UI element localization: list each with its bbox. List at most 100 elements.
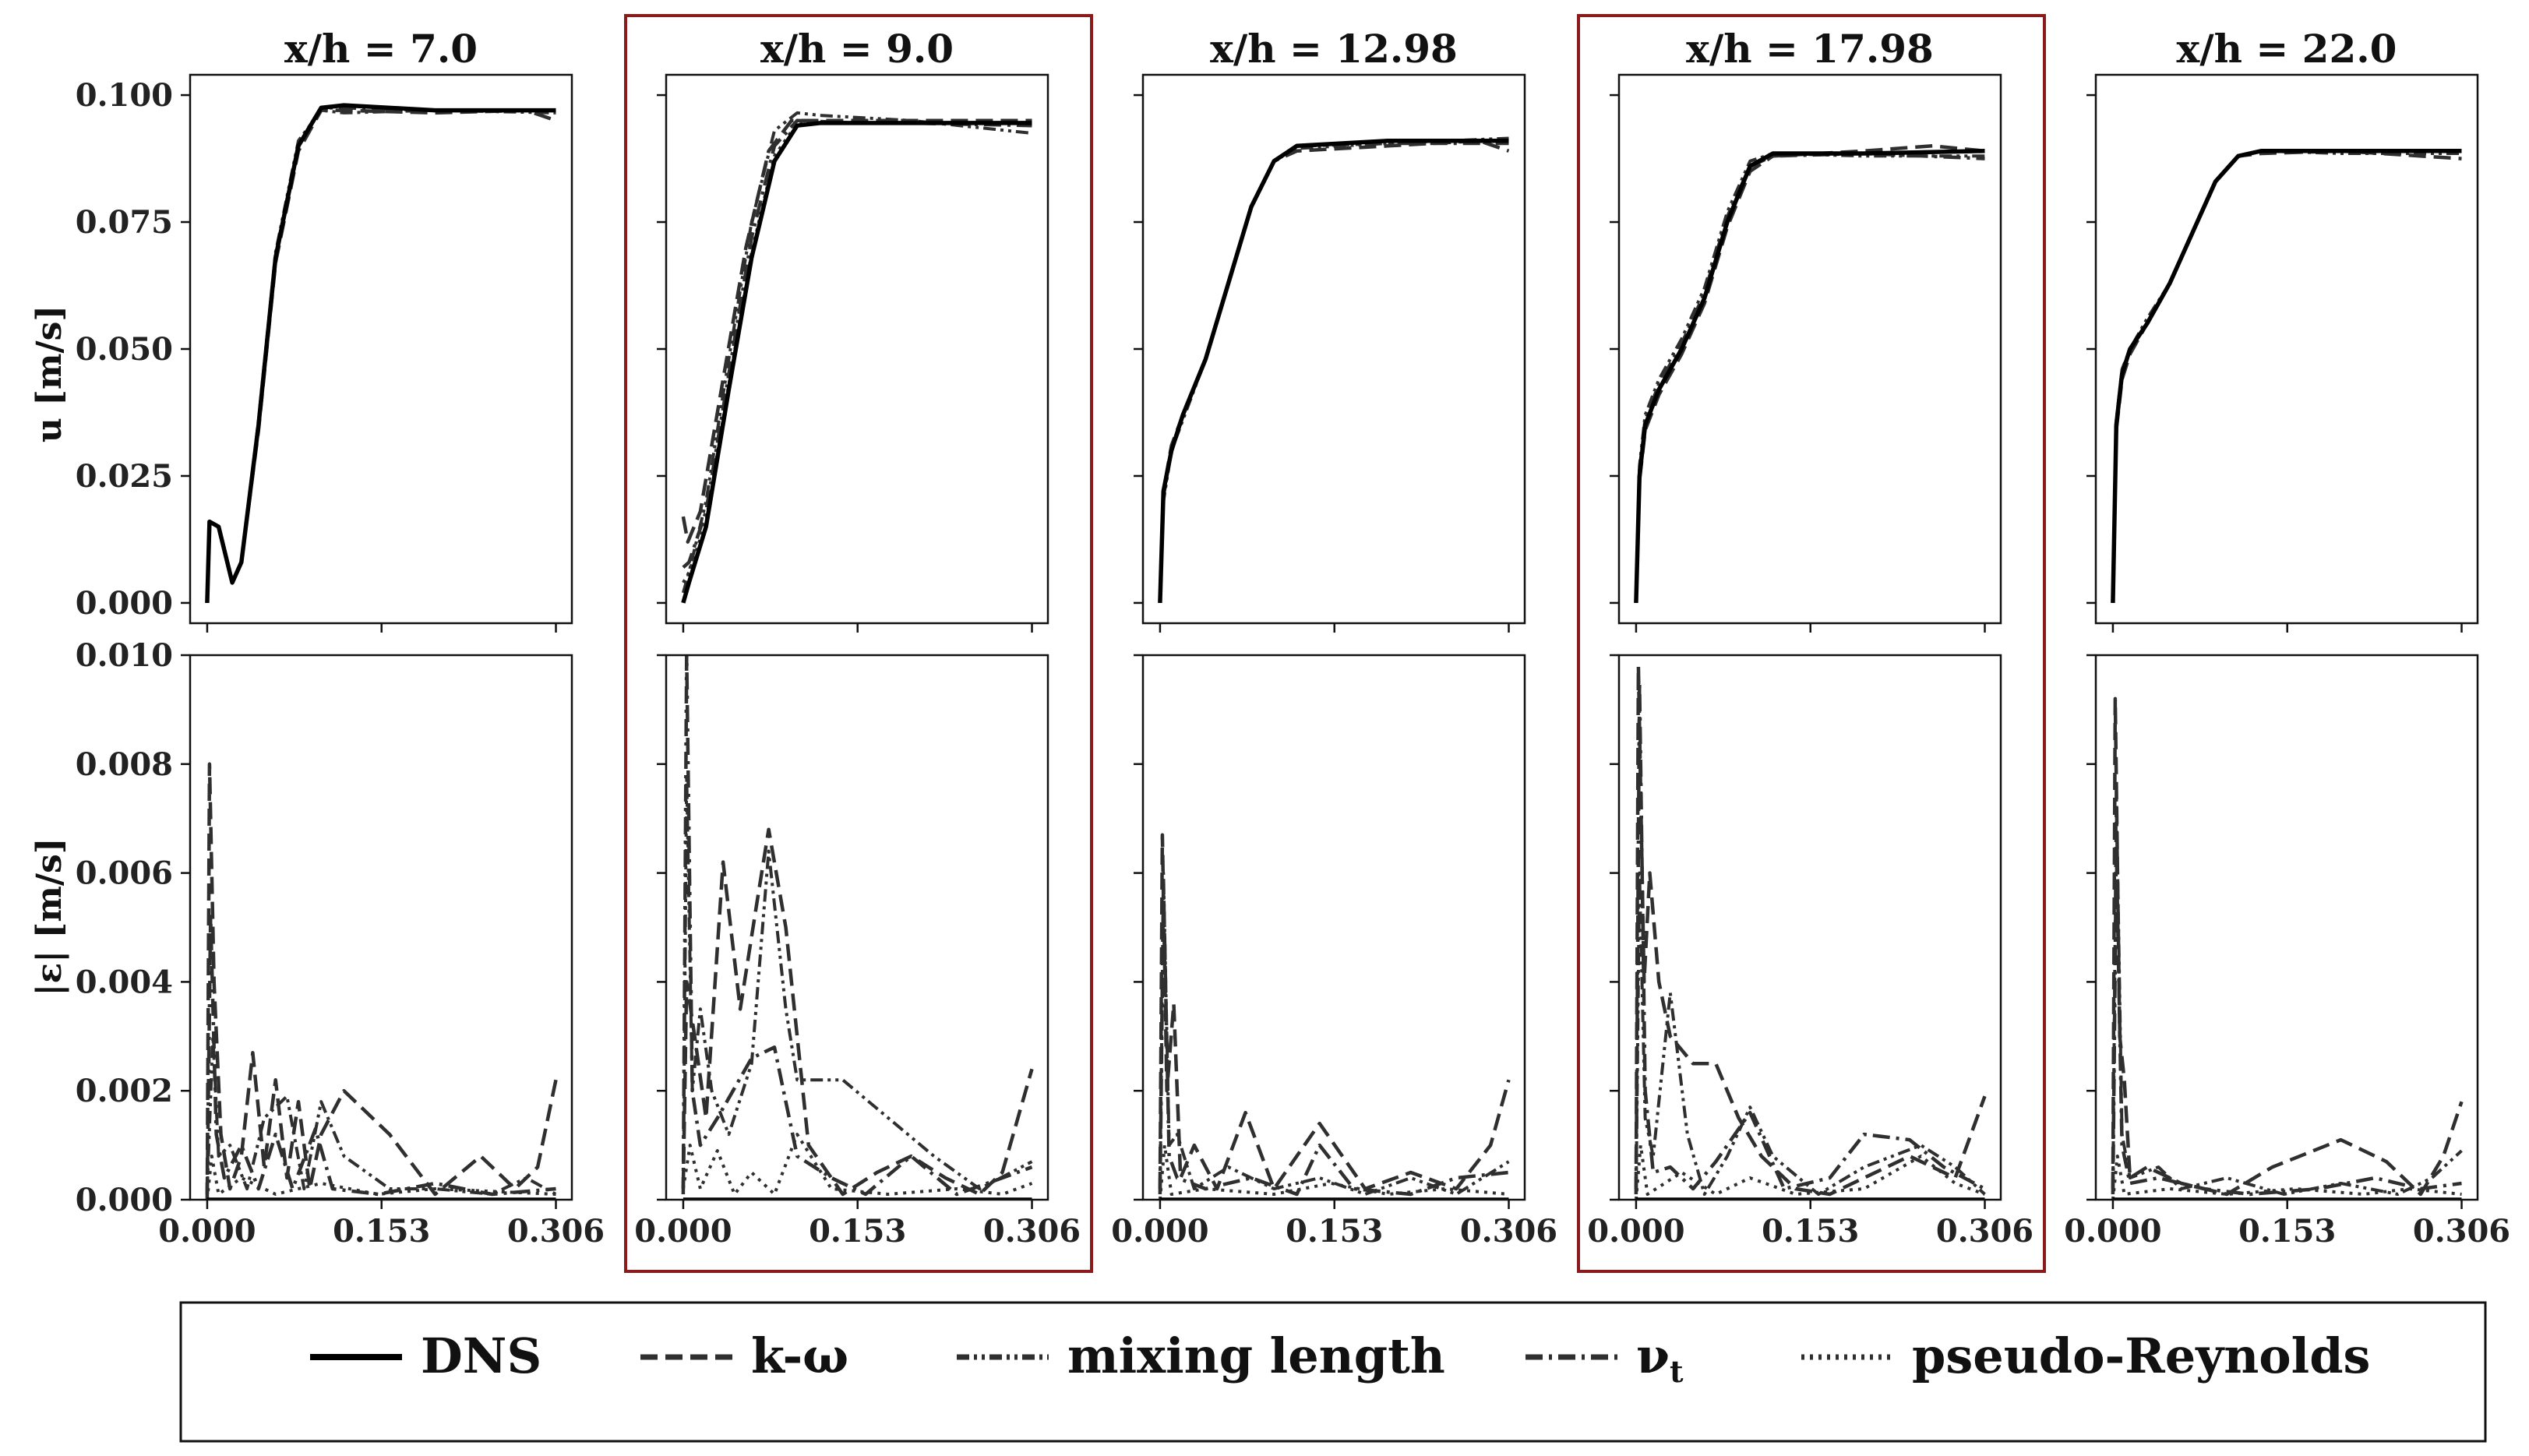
series-line- — [1634, 151, 1985, 603]
series-line- — [681, 655, 1033, 1197]
x-tick-label: 0.153 — [333, 1213, 430, 1250]
x-tick-label: 0.306 — [983, 1213, 1081, 1250]
series-line-pseudoreynolds — [1634, 149, 1985, 603]
legend-label: DNS — [421, 1327, 541, 1384]
series-group — [681, 111, 1032, 604]
series-line- — [682, 118, 1032, 569]
panel-eps: 0.000 0.153 0.306 — [634, 654, 1081, 1250]
panel-title: x/h = 7.0 — [284, 26, 478, 72]
series-line-k — [2111, 696, 2464, 1197]
legend: DNS k-ω mixing length νt pseudo-Reynolds — [179, 1301, 2487, 1443]
series-group — [205, 762, 558, 1200]
y-tick-label: 0.010 — [76, 637, 173, 674]
series-group — [1158, 833, 1511, 1200]
panel-eps: 0.000 0.153 0.306 — [1111, 654, 1557, 1250]
panel-title: x/h = 12.98 — [1210, 26, 1458, 72]
series-line-pseudoreynolds — [1158, 1144, 1509, 1200]
series-line-dns — [1158, 138, 1509, 603]
panel-column: x/h = 9.0 0.000 0.153 0.306 — [634, 26, 1081, 1250]
x-tick-label: 0.153 — [1286, 1213, 1383, 1250]
panel-eps: 0.000 0.002 0.004 0.006 0.008 0.010 0.000 0.153… — [76, 637, 605, 1250]
highlight-box — [624, 14, 1093, 1273]
series-line-k — [205, 762, 558, 1200]
series-line-k — [681, 118, 1032, 544]
x-tick-label: 0.000 — [158, 1213, 256, 1250]
x-tick-label: 0.153 — [1762, 1213, 1859, 1250]
panel-eps: 0.000 0.153 0.306 — [1587, 654, 2033, 1250]
legend-label: mixing length — [1067, 1327, 1445, 1384]
panel-column: x/h = 17.98 0.000 0.153 0.306 — [1587, 26, 2033, 1250]
legend-item: k-ω — [640, 1327, 848, 1384]
series-line-k — [1158, 139, 1510, 603]
panel-u — [657, 73, 1049, 633]
x-tick-label: 0.306 — [1936, 1213, 2033, 1250]
panel-title: x/h = 22.0 — [2177, 26, 2397, 72]
series-line-dns — [2111, 149, 2462, 603]
series-line-pseudoreynolds — [2111, 149, 2462, 603]
y-tick-label: 0.004 — [76, 964, 173, 1000]
panel-u — [2086, 73, 2479, 633]
y-tick-label: 0.025 — [76, 458, 173, 495]
x-tick-label: 0.153 — [809, 1213, 906, 1250]
x-tick-label: 0.000 — [1587, 1213, 1684, 1250]
panel-frame — [665, 73, 1049, 625]
y-axis-labels: u [m/s] |ε| [m/s] — [30, 305, 69, 996]
series-line- — [1158, 882, 1509, 1197]
panel-column: x/h = 7.00.0000.0250.0500.0750.1000.0000… — [76, 26, 605, 1250]
series-line-k — [1158, 833, 1511, 1191]
highlight-box — [1577, 14, 2046, 1273]
panel-eps: 0.000 0.153 0.306 — [2064, 654, 2510, 1250]
y-tick-label: 0.008 — [76, 746, 173, 783]
ylabel-u: u [m/s] — [30, 305, 69, 442]
panel-title: x/h = 17.98 — [1686, 26, 1934, 72]
series-line-pseudoreynolds — [2111, 1155, 2462, 1200]
y-tick-label: 0.002 — [76, 1073, 173, 1109]
series-line-mixinglength — [1158, 871, 1510, 1196]
subplot-grid: x/h = 7.00.0000.0250.0500.0750.1000.0000… — [76, 26, 2510, 1250]
series-group — [205, 103, 557, 603]
panel-frame — [1617, 654, 2002, 1201]
panel-u — [1134, 73, 1526, 633]
y-tick-label: 0.006 — [76, 855, 173, 892]
series-line-k — [681, 827, 1034, 1197]
series-line- — [1634, 680, 1986, 1195]
y-tick-label: 0.075 — [76, 204, 173, 241]
legend-item: mixing length — [957, 1327, 1445, 1384]
series-line-k — [205, 108, 557, 603]
series-line-mixinglength — [2111, 789, 2463, 1196]
series-line- — [2111, 149, 2462, 603]
series-line-mixinglength — [205, 1035, 557, 1196]
x-tick-label: 0.000 — [2064, 1213, 2161, 1250]
y-tick-label: 0.000 — [76, 1182, 173, 1218]
panel-title: x/h = 9.0 — [760, 26, 954, 72]
panel-column: x/h = 22.0 0.000 0.153 0.306 — [2064, 26, 2510, 1250]
series-line-pseudoreynolds — [1634, 1144, 1986, 1200]
legend-frame — [179, 1301, 2487, 1443]
x-tick-label: 0.000 — [634, 1213, 732, 1250]
ylabel-eps: |ε| [m/s] — [30, 837, 69, 996]
panel-frame — [189, 654, 573, 1201]
panel-frame — [189, 73, 573, 625]
legend-item: pseudo-Reynolds — [1801, 1327, 2370, 1384]
series-line- — [205, 915, 556, 1197]
series-line-pseudoreynolds — [681, 1133, 1033, 1196]
panel-frame — [1141, 73, 1526, 625]
panel-frame — [1141, 654, 1526, 1201]
x-tick-label: 0.000 — [1111, 1213, 1208, 1250]
panel-column: x/h = 12.98 0.000 0.153 0.306 — [1111, 26, 1557, 1250]
series-line-k — [1634, 664, 1987, 1197]
legend-label: k-ω — [751, 1327, 848, 1384]
x-tick-label: 0.306 — [2413, 1213, 2510, 1250]
series-line-mixinglength — [2111, 149, 2462, 603]
y-tick-label: 0.050 — [76, 331, 173, 368]
legend-subscript: t — [1670, 1354, 1684, 1389]
series-line-pseudoreynolds — [205, 104, 556, 603]
series-line-k — [1634, 144, 1985, 603]
series-group — [1634, 664, 1987, 1200]
series-line-pseudoreynolds — [205, 1155, 556, 1200]
panel-frame — [2094, 654, 2479, 1201]
series-line-dns — [1634, 149, 1985, 603]
series-line-dns — [205, 103, 556, 603]
panel-u — [1610, 73, 2002, 633]
